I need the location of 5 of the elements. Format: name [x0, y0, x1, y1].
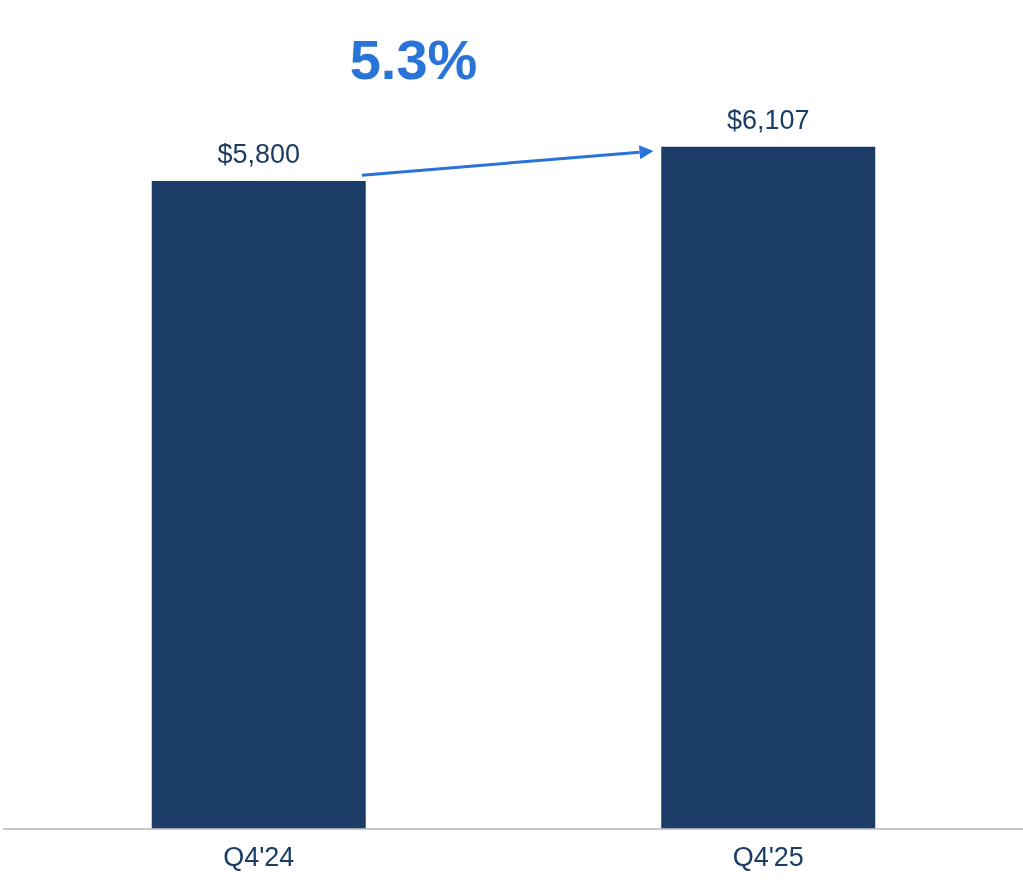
- data-label: $5,800: [217, 138, 301, 169]
- x-tick-label: Q4'24: [223, 842, 295, 873]
- text: 5.3%: [349, 28, 478, 92]
- data-label: $6,107: [726, 104, 810, 135]
- x-tick-label: Q4'25: [732, 842, 804, 873]
